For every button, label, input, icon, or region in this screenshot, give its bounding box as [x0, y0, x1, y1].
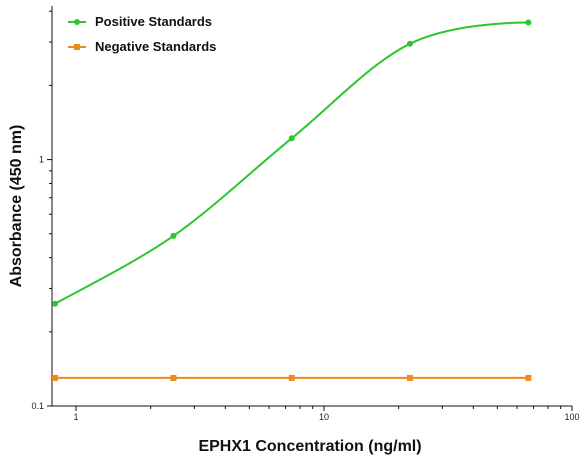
data-point — [170, 374, 177, 381]
y-tick-label: 0.1 — [31, 401, 44, 411]
axes — [51, 6, 572, 407]
legend-item: Negative Standards — [68, 39, 216, 54]
x-tick-label: 10 — [319, 412, 329, 422]
data-point — [52, 300, 59, 307]
ticks: 1 10 100 0.1 1 — [31, 10, 580, 422]
legend-swatch-marker — [74, 44, 80, 50]
data-point — [288, 374, 295, 381]
data-point — [406, 40, 413, 47]
y-tick-label: 1 — [39, 155, 44, 165]
series-layer — [52, 19, 532, 381]
data-point — [525, 19, 532, 26]
legend-item: Positive Standards — [68, 14, 212, 29]
data-point — [406, 374, 413, 381]
series-line — [54, 21, 529, 305]
legend: Positive Standards Negative Standards — [68, 14, 216, 54]
legend-swatch-marker — [74, 19, 80, 25]
x-tick-label: 100 — [564, 412, 579, 422]
x-tick-label: 1 — [74, 412, 79, 422]
data-point — [52, 374, 59, 381]
y-axis-title: Absorbance (450 nm) — [8, 125, 25, 288]
series-positive-standards — [52, 19, 532, 307]
data-point — [525, 374, 532, 381]
legend-label: Positive Standards — [95, 14, 212, 29]
data-point — [170, 232, 177, 239]
legend-label: Negative Standards — [95, 39, 216, 54]
data-point — [288, 135, 295, 142]
x-axis-title: EPHX1 Concentration (ng/ml) — [198, 438, 421, 455]
series-negative-standards — [52, 374, 532, 381]
